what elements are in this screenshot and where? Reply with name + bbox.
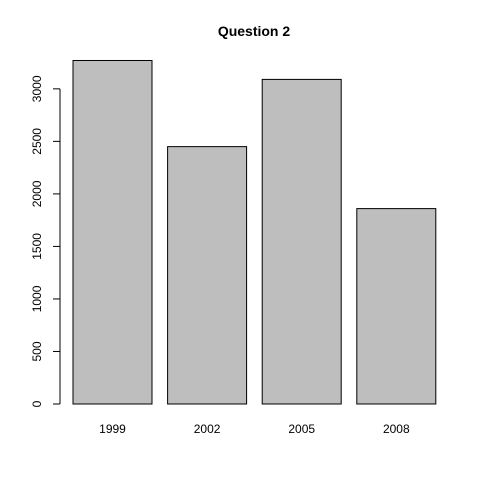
y-tick-label: 500 [30, 341, 44, 361]
y-axis: 0 500 1000 1500 2000 2500 3000 [30, 75, 61, 407]
y-tick-label: 0 [30, 400, 44, 407]
chart-title: Question 2 [218, 23, 291, 39]
y-tick-label: 2500 [30, 128, 44, 155]
bars-group [72, 59, 437, 405]
bar-2008 [356, 208, 437, 405]
bar-2005 [261, 78, 342, 405]
bar-1999 [72, 59, 153, 405]
x-tick-labels: 1999 2002 2005 2008 [99, 422, 410, 436]
y-tick-label: 3000 [30, 75, 44, 102]
x-tick-label: 2005 [288, 422, 315, 436]
y-tick-label: 1000 [30, 285, 44, 312]
bar-2002 [167, 146, 248, 405]
x-tick-label: 2002 [194, 422, 221, 436]
y-tick-label: 2000 [30, 180, 44, 207]
x-tick-label: 2008 [383, 422, 410, 436]
y-tick-label: 1500 [30, 233, 44, 260]
x-tick-label: 1999 [99, 422, 126, 436]
